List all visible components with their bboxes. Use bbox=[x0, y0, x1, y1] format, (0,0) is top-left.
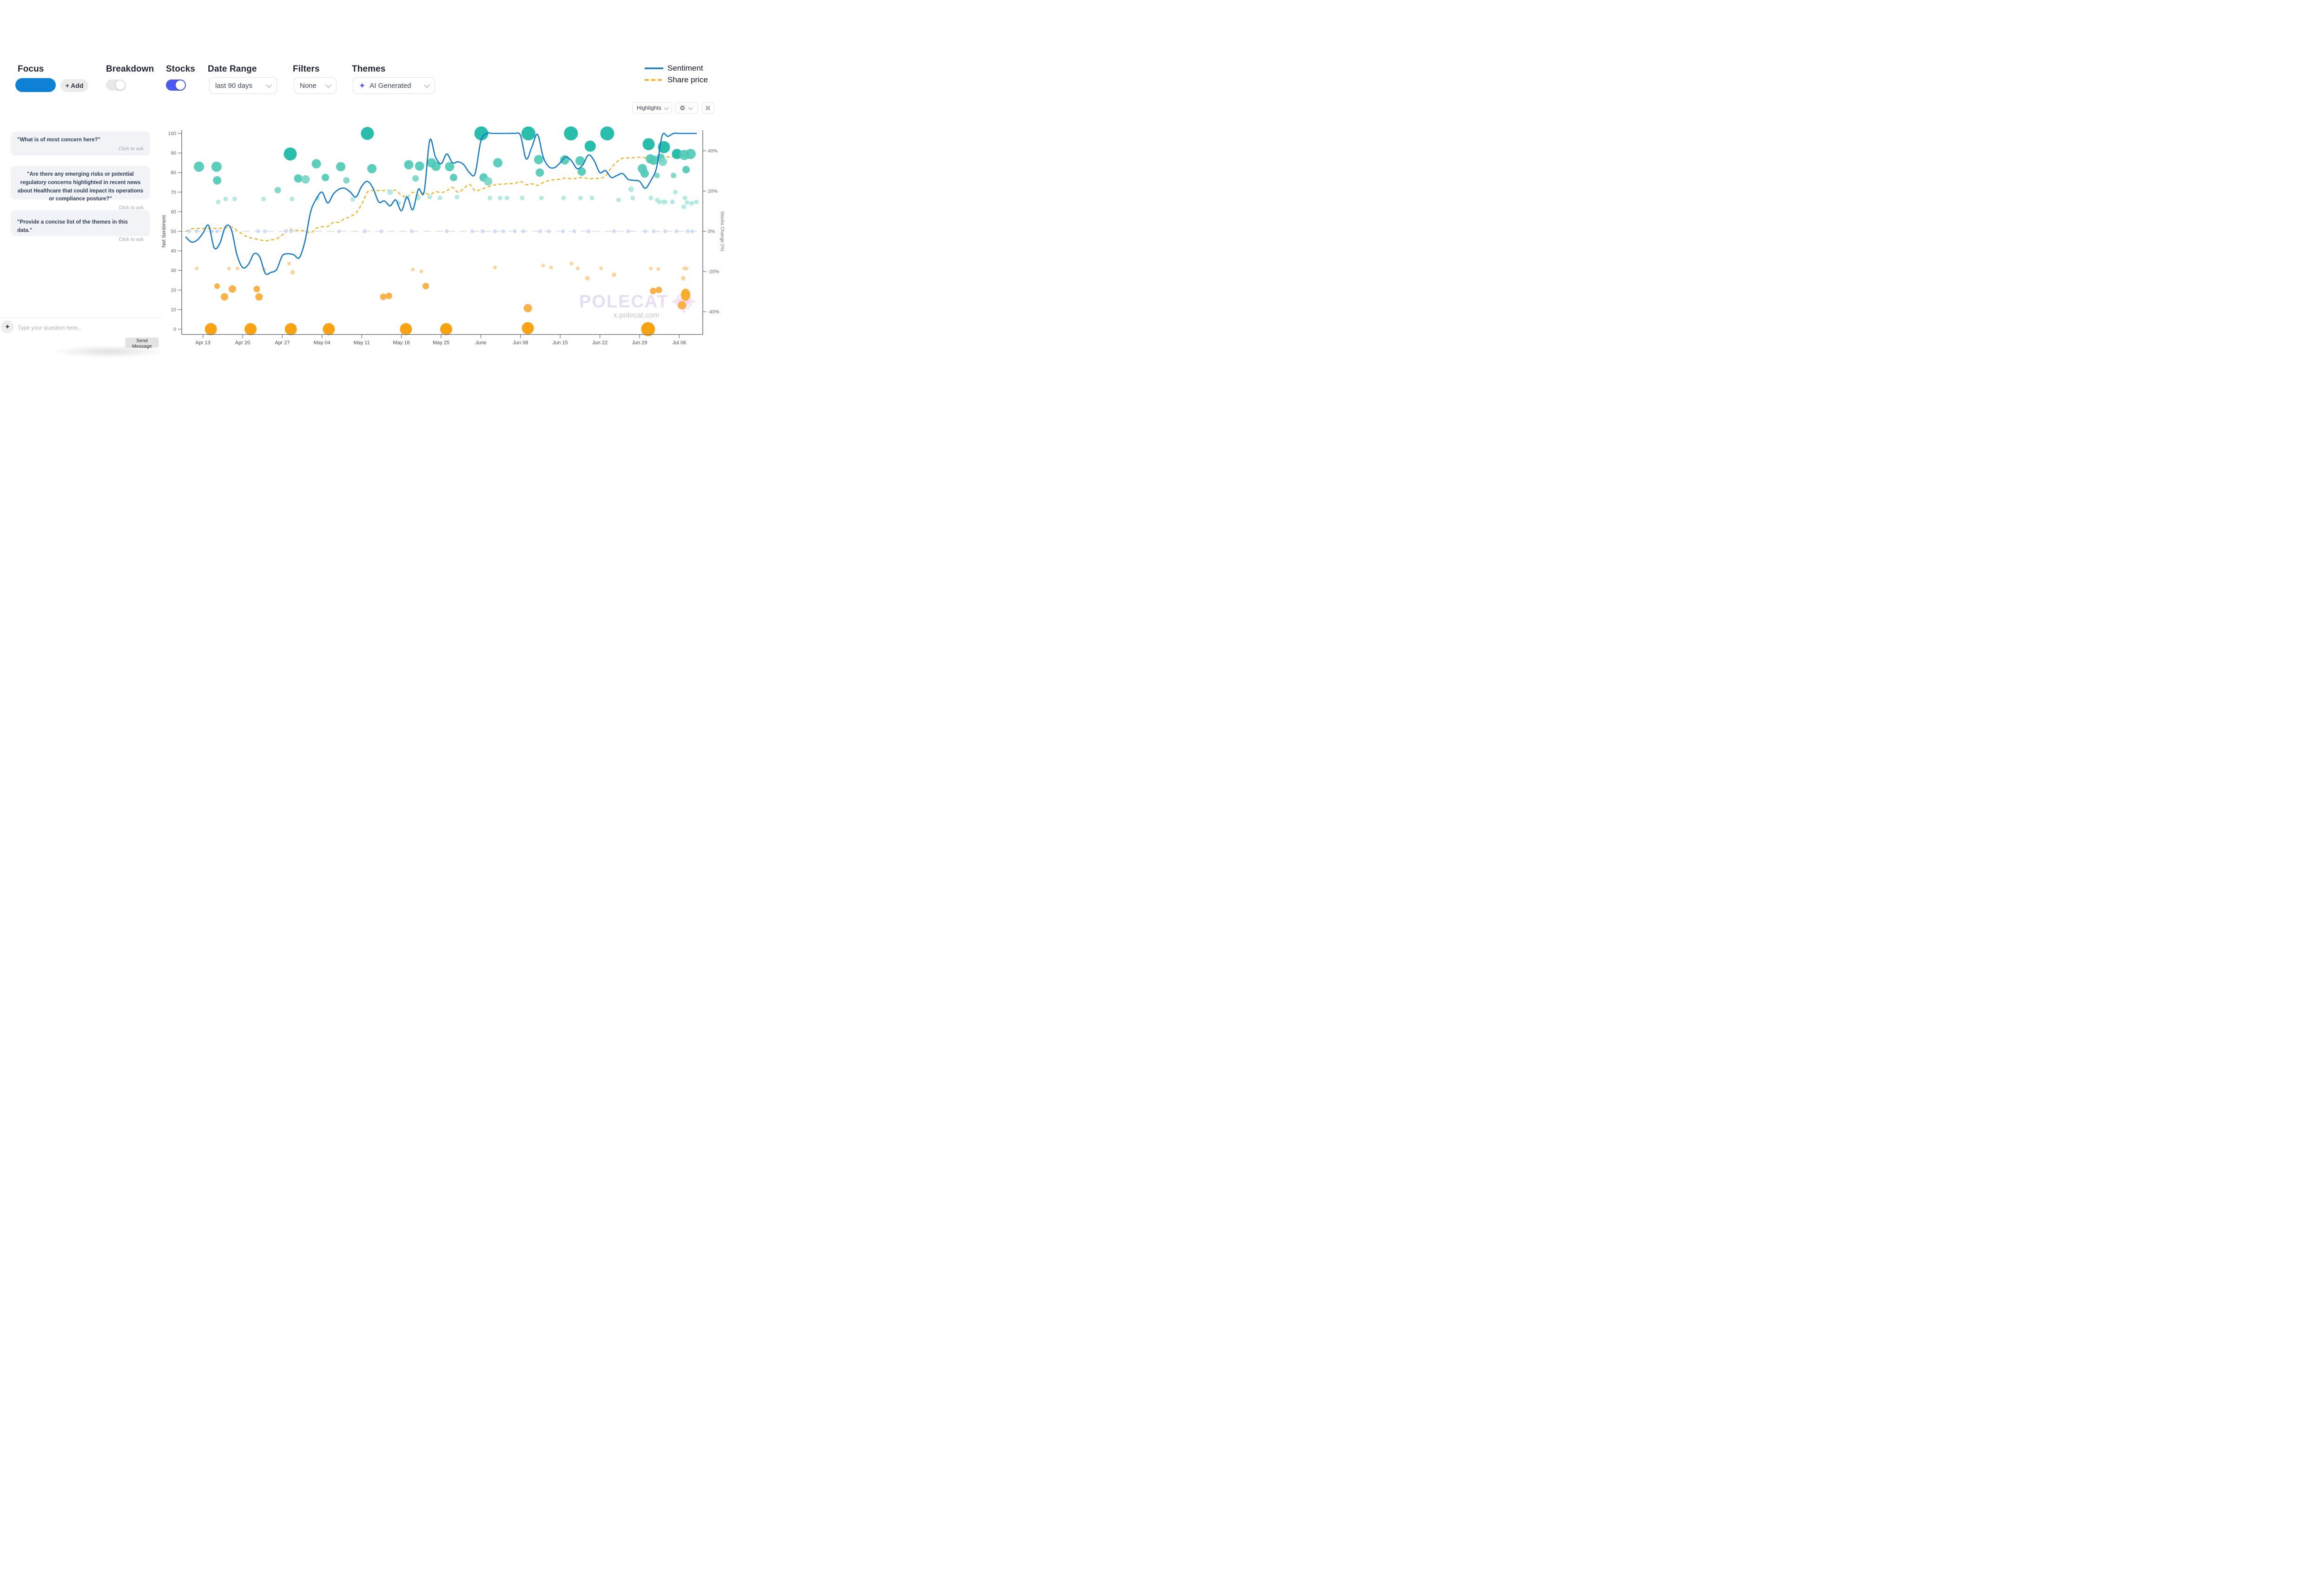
svg-text:40%: 40% bbox=[708, 148, 718, 154]
legend-item-share-price[interactable]: Share price bbox=[644, 74, 708, 86]
question-text: "What is of most concern here?" bbox=[17, 137, 100, 143]
svg-text:Apr 20: Apr 20 bbox=[235, 340, 250, 346]
svg-text:Apr 13: Apr 13 bbox=[195, 340, 210, 346]
legend-sentiment-label: Sentiment bbox=[667, 63, 703, 73]
question-input[interactable] bbox=[17, 322, 149, 333]
fullscreen-button[interactable] bbox=[701, 102, 714, 113]
suggested-question-card[interactable]: "Are there any emerging risks or potenti… bbox=[11, 166, 150, 211]
suggested-question-card[interactable]: "What is of most concern here?" Click to… bbox=[11, 132, 150, 156]
filters-dropdown[interactable]: None bbox=[294, 77, 337, 94]
svg-text:90: 90 bbox=[171, 151, 176, 156]
svg-text:Apr 27: Apr 27 bbox=[275, 340, 290, 346]
svg-text:Jun 29: Jun 29 bbox=[632, 340, 647, 346]
question-text: "Are there any emerging risks or potenti… bbox=[17, 172, 144, 202]
themes-value: AI Generated bbox=[370, 81, 411, 90]
legend-share-price-label: Share price bbox=[667, 75, 708, 84]
highlights-label: Highlights bbox=[637, 105, 661, 111]
click-to-ask: Click to ask bbox=[119, 146, 144, 152]
add-focus-button[interactable]: + Add bbox=[60, 79, 88, 92]
stocks-toggle[interactable] bbox=[166, 79, 186, 91]
stocks-label: Stocks bbox=[166, 64, 195, 74]
svg-text:20%: 20% bbox=[708, 188, 718, 194]
svg-text:20: 20 bbox=[171, 287, 176, 293]
highlights-dropdown[interactable]: Highlights bbox=[632, 102, 672, 113]
ai-sparkle-icon: ✦ bbox=[1, 320, 14, 333]
toggle-knob bbox=[116, 80, 125, 90]
svg-text:-40%: -40% bbox=[708, 309, 720, 315]
svg-text:10: 10 bbox=[171, 307, 176, 312]
filters-value: None bbox=[300, 81, 317, 90]
ai-sparkle-icon: ✦ bbox=[359, 81, 366, 90]
svg-text:30: 30 bbox=[171, 268, 176, 273]
svg-text:70: 70 bbox=[171, 190, 176, 195]
filters-label: Filters bbox=[293, 64, 320, 74]
sentiment-share-price-chart: 0 10 20 30 40 50 60 70 80 90 100 40% 20% 0% -20% -40% Ap… bbox=[161, 126, 725, 346]
polecat-dashboard: Focus + Add Breakdown Stocks Date Range … bbox=[0, 0, 729, 410]
svg-text:0: 0 bbox=[173, 327, 176, 332]
themes-dropdown[interactable]: ✦ AI Generated bbox=[353, 77, 435, 94]
svg-text:Jun 15: Jun 15 bbox=[553, 340, 568, 346]
date-range-dropdown[interactable]: last 90 days bbox=[209, 77, 277, 94]
breakdown-toggle[interactable] bbox=[106, 79, 126, 91]
date-range-value: last 90 days bbox=[215, 81, 253, 90]
send-message-button[interactable]: Send Message bbox=[125, 338, 158, 349]
svg-text:-20%: -20% bbox=[708, 269, 720, 275]
focus-chip[interactable] bbox=[15, 78, 56, 92]
svg-text:Net Sentiment: Net Sentiment bbox=[161, 215, 167, 248]
toggle-knob bbox=[176, 80, 185, 90]
breakdown-label: Breakdown bbox=[106, 64, 154, 74]
svg-text:100: 100 bbox=[168, 131, 176, 137]
share-price-line-swatch bbox=[645, 79, 663, 81]
svg-text:0%: 0% bbox=[708, 229, 715, 234]
svg-text:Stocks Change (%): Stocks Change (%) bbox=[720, 211, 725, 251]
svg-text:Jul 06: Jul 06 bbox=[673, 340, 686, 346]
watermark-url: x.polecat.com bbox=[614, 311, 660, 319]
watermark-brand: POLECAT bbox=[579, 293, 700, 311]
svg-text:May 11: May 11 bbox=[354, 340, 370, 346]
click-to-ask: Click to ask bbox=[119, 236, 144, 242]
svg-text:50: 50 bbox=[171, 229, 176, 234]
chat-shadow bbox=[51, 345, 167, 358]
svg-text:Jun 22: Jun 22 bbox=[592, 340, 607, 346]
date-range-label: Date Range bbox=[208, 64, 257, 74]
svg-text:Jun 08: Jun 08 bbox=[513, 340, 528, 346]
svg-text:80: 80 bbox=[171, 170, 176, 176]
legend-item-sentiment[interactable]: Sentiment bbox=[644, 62, 708, 74]
gear-icon: ⚙ bbox=[680, 104, 686, 112]
sentiment-line-swatch bbox=[645, 67, 663, 69]
svg-text:May 18: May 18 bbox=[393, 340, 410, 346]
svg-text:May 04: May 04 bbox=[314, 340, 330, 346]
chart-settings-button[interactable]: ⚙ bbox=[675, 102, 698, 113]
svg-text:June: June bbox=[475, 340, 486, 346]
click-to-ask: Click to ask bbox=[119, 205, 144, 211]
svg-text:60: 60 bbox=[171, 209, 176, 215]
svg-text:40: 40 bbox=[171, 248, 176, 254]
themes-label: Themes bbox=[352, 64, 386, 74]
suggested-question-card[interactable]: "Provide a concise list of the themes in… bbox=[11, 210, 150, 242]
fullscreen-icon bbox=[706, 106, 710, 110]
svg-text:May 25: May 25 bbox=[433, 340, 449, 346]
focus-label: Focus bbox=[18, 64, 44, 74]
question-text: "Provide a concise list of the themes in… bbox=[17, 219, 128, 233]
chart-legend: Sentiment Share price bbox=[644, 62, 708, 86]
